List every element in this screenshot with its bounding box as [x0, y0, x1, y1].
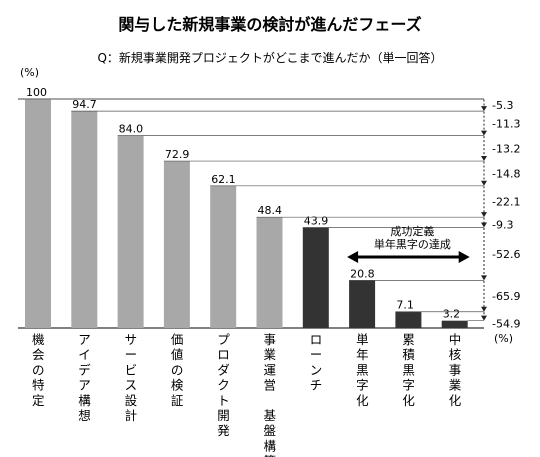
category-label: 単年黒字化 — [356, 332, 369, 408]
bar-3 — [117, 135, 144, 328]
category-label: サービス設計 — [125, 332, 138, 423]
annotation-line-2: 単年黒字の達成 — [374, 237, 451, 251]
drop-arrowhead — [481, 156, 487, 162]
bar-value-label: 62.1 — [211, 173, 236, 186]
category-label: 事業運営 基盤構築 — [264, 332, 277, 457]
bar-8 — [349, 280, 376, 328]
drop-value-label: -52.6 — [492, 248, 520, 261]
drop-value-label: -9.3 — [492, 218, 513, 231]
category-label: 中核事業化 — [449, 332, 462, 408]
bar-value-label: 3.2 — [443, 308, 461, 321]
success-range-arrowhead-right — [458, 251, 470, 263]
drop-value-label: -65.9 — [492, 290, 520, 303]
drop-value-label: -13.2 — [492, 142, 520, 155]
category-label: 累積黒字化 — [402, 332, 415, 408]
bar-5 — [210, 185, 237, 328]
bar-value-label: 48.4 — [258, 204, 283, 217]
bar-value-label: 72.9 — [165, 148, 190, 161]
drop-value-label: -22.1 — [492, 195, 520, 208]
bar-7 — [302, 227, 329, 328]
bar-9 — [395, 311, 422, 328]
drop-value-label: -54.9 — [492, 318, 520, 331]
bar-10 — [441, 320, 468, 328]
bar-value-label: 20.8 — [350, 267, 375, 280]
category-label: 機会の特定 — [32, 332, 45, 408]
drop-arrowhead — [481, 315, 487, 321]
drop-value-label: -5.3 — [492, 99, 513, 112]
bar-2 — [71, 111, 98, 329]
category-label: アイデア構想 — [78, 332, 91, 423]
annotation-line-1: 成功定義 — [390, 224, 434, 238]
category-label: 価値の検証 — [171, 332, 184, 408]
bar-1 — [25, 99, 51, 328]
chart-subtitle: Q：新規事業開発プロジェクトがどこまで進んだか（単一回答） — [97, 50, 442, 65]
bar-value-label: 7.1 — [396, 299, 414, 312]
bar-6 — [256, 217, 283, 328]
chart-title: 関与した新規事業の検討が進んだフェーズ — [118, 15, 421, 34]
drop-unit-label: (%) — [494, 332, 513, 345]
y-unit-label: (%) — [20, 66, 39, 79]
drop-value-label: -11.3 — [492, 117, 520, 130]
drop-arrowhead — [481, 275, 487, 281]
category-label: プロダクト開発 — [217, 332, 230, 438]
drop-arrowhead — [481, 222, 487, 228]
drop-arrowhead — [481, 306, 487, 312]
bar-value-label: 43.9 — [304, 214, 329, 227]
bar-4 — [163, 161, 190, 328]
drop-arrowhead — [481, 212, 487, 218]
category-label: ローンチ — [310, 332, 323, 393]
drop-arrowhead — [481, 180, 487, 186]
drop-arrowhead — [481, 106, 487, 112]
drop-value-label: -14.8 — [492, 167, 520, 180]
bar-value-label: 84.0 — [119, 123, 144, 136]
drop-arrowhead — [481, 130, 487, 136]
success-range-arrowhead-left — [347, 251, 359, 263]
bar-value-label: 100 — [26, 86, 47, 99]
bar-value-label: 94.7 — [72, 98, 97, 111]
